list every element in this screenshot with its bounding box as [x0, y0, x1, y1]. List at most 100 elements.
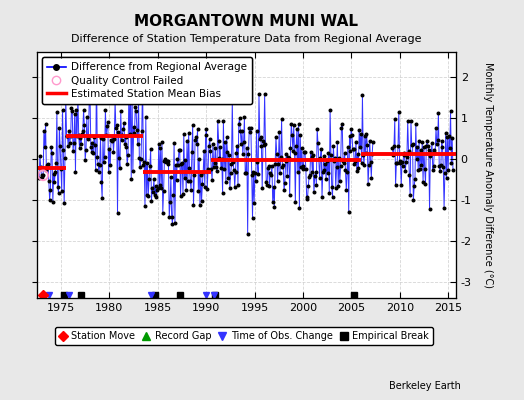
- Point: [294, 121, 303, 127]
- Point: [50, 179, 59, 185]
- Point: [250, 200, 258, 206]
- Point: [205, 143, 213, 150]
- Point: [411, 121, 420, 127]
- Point: [297, 164, 305, 170]
- Point: [283, 173, 291, 179]
- Point: [107, 136, 115, 143]
- Point: [58, 188, 66, 194]
- Point: [290, 122, 298, 128]
- Point: [323, 158, 331, 164]
- Point: [81, 157, 90, 163]
- Point: [427, 150, 435, 157]
- Point: [292, 142, 300, 149]
- Point: [122, 134, 130, 141]
- Point: [107, 138, 116, 144]
- Point: [423, 138, 431, 144]
- Point: [435, 163, 443, 170]
- Point: [441, 170, 449, 176]
- Point: [293, 125, 301, 132]
- Point: [125, 131, 134, 138]
- Point: [144, 193, 152, 200]
- Point: [268, 199, 277, 205]
- Point: [88, 140, 96, 146]
- Point: [39, 172, 47, 178]
- Point: [348, 146, 357, 152]
- Point: [123, 161, 132, 167]
- Point: [323, 170, 332, 176]
- Point: [122, 144, 130, 150]
- Point: [199, 169, 208, 175]
- Point: [244, 230, 252, 237]
- Point: [331, 155, 339, 162]
- Point: [449, 167, 457, 173]
- Point: [330, 158, 339, 164]
- Point: [433, 137, 442, 143]
- Point: [59, 147, 68, 154]
- Point: [190, 172, 199, 178]
- Point: [259, 142, 268, 148]
- Point: [329, 143, 337, 149]
- Point: [403, 118, 412, 124]
- Point: [390, 116, 399, 122]
- Point: [332, 185, 340, 192]
- Point: [159, 188, 168, 194]
- Point: [145, 176, 153, 182]
- Point: [393, 159, 401, 166]
- Point: [88, 149, 96, 155]
- Point: [211, 144, 220, 151]
- Point: [299, 166, 307, 172]
- Point: [105, 146, 114, 152]
- Point: [308, 169, 316, 175]
- Point: [307, 148, 315, 155]
- Point: [298, 145, 306, 151]
- Point: [231, 168, 239, 175]
- Point: [193, 126, 202, 133]
- Point: [248, 215, 257, 221]
- Point: [143, 192, 151, 198]
- Point: [132, 108, 140, 114]
- Point: [444, 166, 452, 173]
- Text: Berkeley Earth: Berkeley Earth: [389, 381, 461, 391]
- Point: [410, 183, 418, 190]
- Point: [136, 164, 144, 170]
- Point: [159, 210, 167, 216]
- Point: [439, 164, 447, 170]
- Point: [127, 176, 135, 182]
- Point: [54, 189, 63, 196]
- Point: [233, 142, 242, 149]
- Point: [279, 162, 288, 168]
- Point: [115, 154, 123, 161]
- Point: [227, 161, 236, 168]
- Point: [272, 150, 281, 157]
- Point: [322, 176, 330, 182]
- Point: [305, 172, 314, 178]
- Point: [412, 156, 421, 162]
- Point: [278, 164, 287, 171]
- Point: [368, 151, 376, 157]
- Point: [160, 158, 169, 164]
- Point: [428, 140, 436, 146]
- Point: [48, 150, 56, 156]
- Point: [415, 138, 423, 144]
- Point: [162, 159, 170, 165]
- Point: [240, 114, 248, 120]
- Point: [68, 108, 77, 115]
- Point: [196, 202, 204, 208]
- Point: [83, 114, 91, 120]
- Point: [128, 90, 136, 96]
- Point: [226, 185, 234, 191]
- Point: [37, 164, 45, 170]
- Point: [420, 144, 428, 150]
- Point: [46, 197, 54, 203]
- Point: [187, 186, 195, 193]
- Point: [334, 183, 342, 189]
- Point: [397, 182, 406, 188]
- Point: [345, 133, 354, 139]
- Point: [210, 164, 218, 170]
- Point: [408, 141, 417, 148]
- Point: [195, 156, 203, 163]
- Point: [300, 148, 309, 155]
- Point: [258, 184, 266, 191]
- Point: [192, 134, 200, 140]
- Point: [319, 168, 327, 175]
